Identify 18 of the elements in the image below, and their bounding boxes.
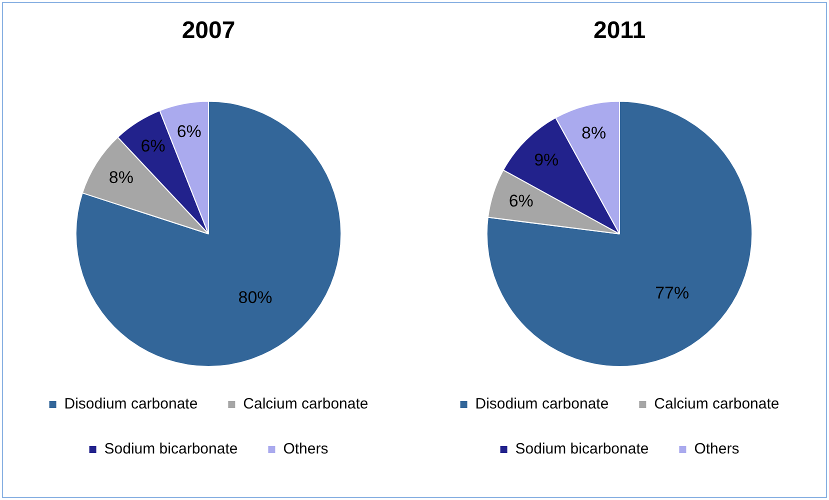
legend-label: Calcium carbonate <box>654 396 780 413</box>
chart-title: 2011 <box>593 17 646 44</box>
legend-label: Others <box>283 440 328 458</box>
data-label: 8% <box>108 168 134 188</box>
data-label: 8% <box>581 123 606 142</box>
data-label: 80% <box>238 288 272 307</box>
legend-label: Disodium carbonate <box>64 396 198 413</box>
chart-title: 2007 <box>182 17 236 44</box>
data-label: 6% <box>140 136 166 156</box>
data-label: 77% <box>655 283 690 302</box>
data-label: 9% <box>534 150 559 170</box>
legend-label: Sodium bicarbonate <box>104 440 238 458</box>
legend-label: Disodium carbonate <box>475 396 609 413</box>
data-label: 6% <box>508 192 534 211</box>
data-label: 6% <box>176 122 202 141</box>
legend-label: Others <box>694 440 740 458</box>
legend-label: Sodium bicarbonate <box>515 440 649 458</box>
legend-label: Calcium carbonate <box>243 396 368 413</box>
